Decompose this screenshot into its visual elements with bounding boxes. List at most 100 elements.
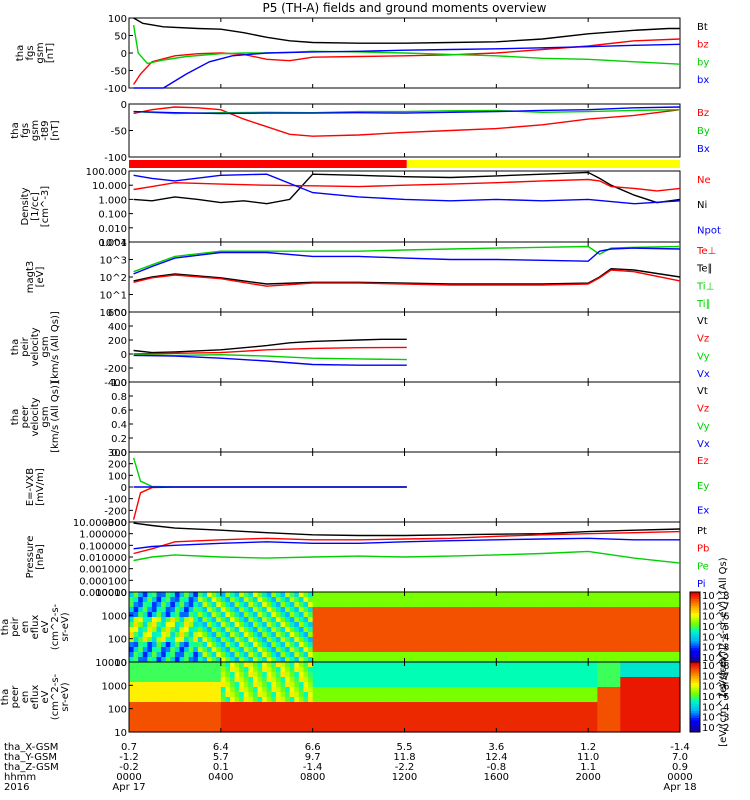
spec-cell — [409, 642, 415, 648]
spec-cell — [436, 627, 442, 633]
spec-cell — [262, 652, 268, 658]
spec-cell — [468, 607, 474, 613]
spec-cell — [477, 622, 484, 628]
spec-cell — [225, 602, 231, 608]
spec-cell — [367, 682, 373, 688]
spec-cell — [510, 607, 516, 613]
colorbar-step — [690, 701, 700, 705]
spec-cell — [611, 632, 617, 638]
spec-cell — [510, 692, 516, 698]
spec-cell — [165, 602, 171, 608]
spec-cell — [482, 602, 488, 608]
spec-cell — [578, 657, 585, 663]
spec-cell — [165, 632, 171, 638]
spec-cell — [147, 727, 153, 733]
spec-cell — [129, 652, 135, 658]
spec-cell — [404, 607, 410, 613]
spec-cell — [505, 672, 511, 678]
spec-cell — [445, 697, 452, 703]
spec-cell — [225, 617, 231, 623]
spec-cell — [629, 662, 635, 668]
spec-cell — [661, 627, 667, 633]
spec-cell — [634, 652, 640, 658]
spec-cell — [629, 667, 635, 673]
spec-cell — [399, 617, 406, 623]
spec-cell — [211, 682, 217, 688]
spec-cell — [496, 642, 502, 648]
spec-cell — [390, 647, 396, 653]
spec-cell — [230, 692, 236, 698]
spec-cell — [184, 607, 190, 613]
spec-cell — [638, 612, 644, 618]
spec-cell — [266, 677, 272, 683]
y-axis-label-line: gsm — [40, 336, 51, 357]
tick-z-gsm: -0.2 — [119, 762, 139, 773]
spec-cell — [427, 627, 433, 633]
spec-cell — [184, 722, 190, 728]
spec-cell — [519, 687, 525, 693]
spec-cell — [652, 712, 658, 718]
colorbar-step — [690, 662, 700, 665]
spec-cell — [390, 662, 396, 668]
spec-cell — [193, 622, 199, 628]
spec-cell — [657, 707, 663, 713]
spec-cell — [523, 662, 530, 668]
spec-cell — [335, 692, 341, 698]
spec-cell — [216, 637, 222, 643]
spec-cell — [257, 667, 263, 673]
spec-cell — [372, 627, 378, 633]
spec-cell — [436, 622, 442, 628]
legend-efield-Ex: Ex — [697, 506, 709, 517]
spec-cell — [413, 657, 419, 663]
spec-cell — [363, 692, 369, 698]
y-tick-label: 50 — [114, 32, 127, 43]
spec-cell — [487, 707, 493, 713]
date-end: Apr 18 — [663, 782, 696, 793]
spec-cell — [243, 702, 249, 708]
spec-cell — [363, 592, 369, 598]
spec-cell — [220, 602, 227, 608]
spec-cell — [363, 637, 369, 643]
spec-cell — [574, 677, 580, 683]
colorbar-step — [690, 641, 700, 644]
spec-cell — [574, 697, 580, 703]
spec-cell — [418, 712, 424, 718]
spec-cell — [239, 667, 245, 673]
spec-cell — [533, 657, 539, 663]
spec-cell — [560, 627, 566, 633]
spec-cell — [583, 602, 589, 608]
spec-cell — [142, 627, 148, 633]
spec-cell — [142, 597, 148, 603]
spec-cell — [624, 657, 631, 663]
spec-cell — [413, 652, 419, 658]
spec-cell — [542, 602, 548, 608]
spec-cell — [390, 712, 396, 718]
spec-cell — [510, 597, 516, 603]
spec-cell — [647, 592, 654, 598]
spec-cell — [340, 622, 346, 628]
spec-cell — [445, 602, 452, 608]
spec-cell — [161, 607, 167, 613]
spec-cell — [243, 662, 249, 668]
spec-cell — [519, 657, 525, 663]
spec-cell — [317, 607, 323, 613]
y-tick-label: 0.100000 — [79, 541, 127, 552]
spec-cell — [386, 702, 392, 708]
spec-cell — [188, 677, 194, 683]
spec-cell — [500, 612, 507, 618]
spec-cell — [266, 617, 272, 623]
spec-cell — [298, 687, 305, 693]
spec-cell — [372, 707, 378, 713]
spec-cell — [468, 592, 474, 598]
spec-cell — [133, 612, 139, 618]
spec-cell — [257, 632, 263, 638]
spec-cell — [129, 707, 135, 713]
spec-cell — [528, 727, 534, 733]
spec-cell — [252, 722, 259, 728]
spec-cell — [615, 722, 621, 728]
spec-cell — [496, 602, 502, 608]
spec-cell — [367, 687, 373, 693]
spec-cell — [422, 617, 429, 623]
series-dens_Ni — [133, 171, 681, 205]
spec-cell — [634, 722, 640, 728]
